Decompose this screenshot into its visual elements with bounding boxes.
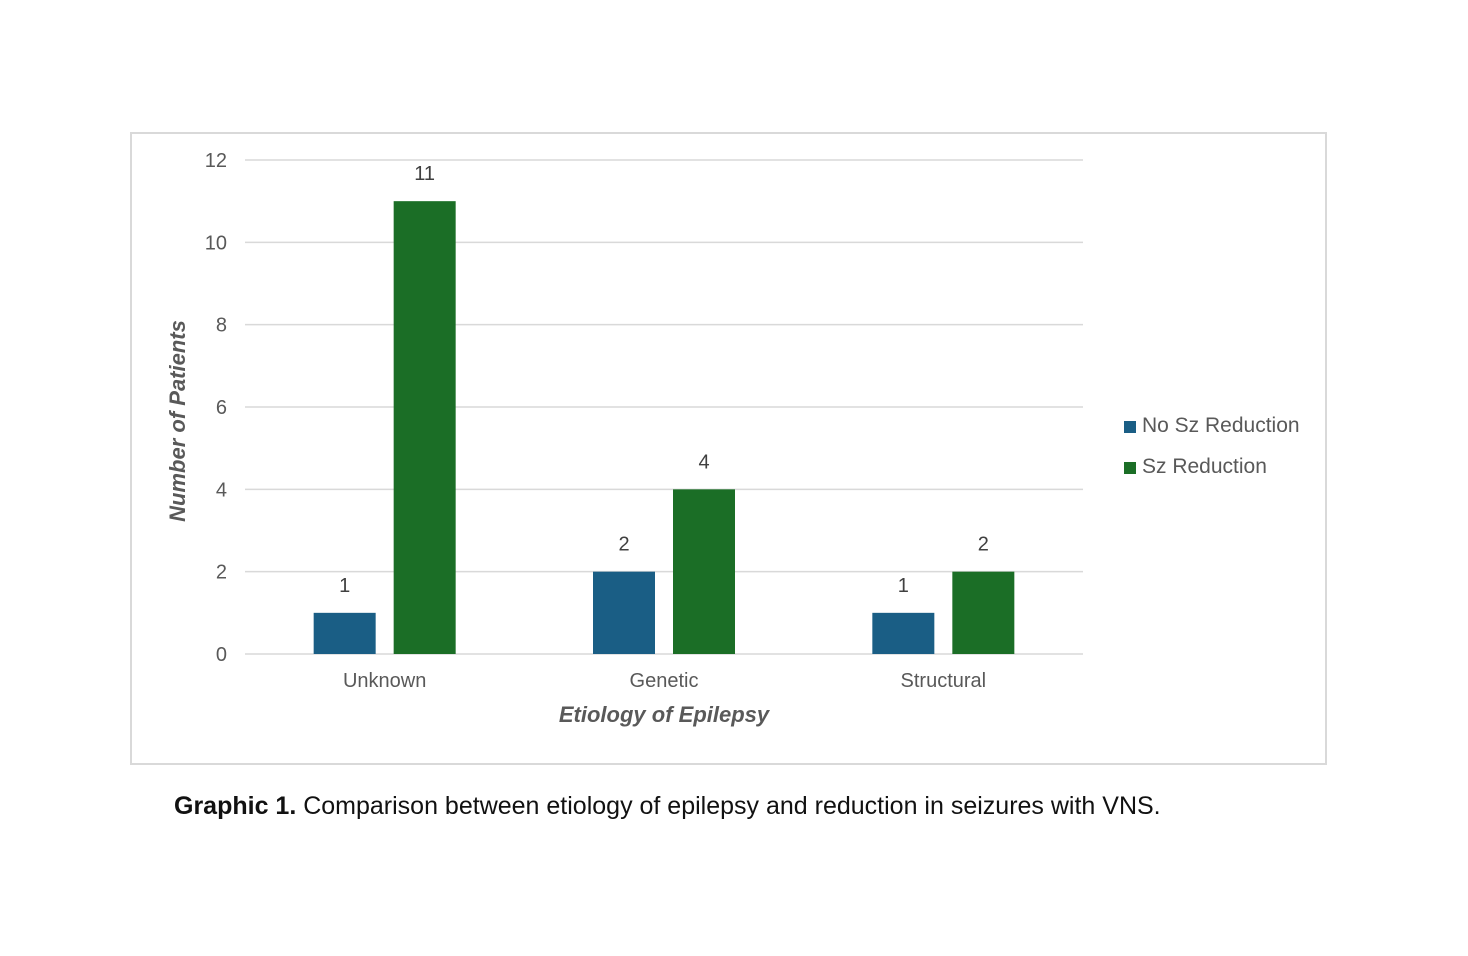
caption-label: Graphic 1.	[174, 792, 297, 820]
figure-caption: Graphic 1. Comparison between etiology o…	[174, 792, 1161, 821]
data-label: 2	[978, 534, 989, 556]
data-label: 1	[898, 575, 909, 597]
data-label: 2	[618, 534, 629, 556]
y-tick-label: 4	[216, 479, 227, 501]
data-label: 11	[414, 163, 435, 185]
bar-sz-reduction	[673, 489, 735, 654]
y-tick-label: 8	[216, 315, 227, 337]
x-tick-label: Unknown	[343, 670, 426, 692]
y-tick-label: 10	[205, 232, 227, 254]
x-axis-title: Etiology of Epilepsy	[559, 702, 771, 727]
y-axis-title: Number of Patients	[165, 320, 190, 522]
data-label: 4	[698, 451, 709, 473]
bar-no-sz-reduction	[593, 571, 655, 654]
legend-swatch	[1124, 421, 1136, 433]
y-tick-label: 0	[216, 644, 227, 666]
x-tick-label: Genetic	[630, 670, 699, 692]
caption-text: Comparison between etiology of epilepsy …	[296, 792, 1161, 820]
y-tick-label: 12	[205, 150, 227, 172]
bar-sz-reduction	[952, 571, 1015, 654]
bar-sz-reduction	[393, 201, 456, 654]
y-tick-label: 6	[216, 397, 227, 419]
data-label: 1	[339, 575, 350, 597]
y-tick-label: 2	[216, 562, 227, 584]
chart-frame	[130, 132, 1327, 765]
x-tick-label: Structural	[901, 670, 987, 692]
legend-swatch	[1124, 462, 1136, 474]
legend-label: Sz Reduction	[1142, 455, 1267, 478]
bar-no-sz-reduction	[872, 612, 935, 654]
bar-no-sz-reduction	[313, 612, 376, 654]
legend-label: No Sz Reduction	[1142, 414, 1300, 437]
